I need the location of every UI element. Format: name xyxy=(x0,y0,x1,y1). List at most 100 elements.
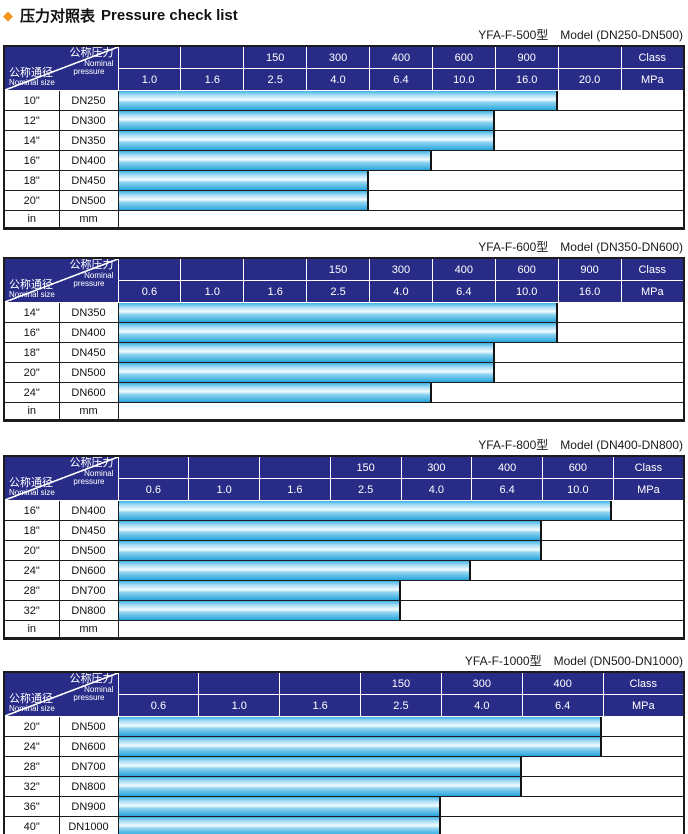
nominal-size-zh: 公称通径 xyxy=(9,693,53,706)
class-header-cell: Class xyxy=(620,257,685,281)
nominal-size-en: Nominal size xyxy=(9,488,55,498)
class-header-cell: 150 xyxy=(329,455,402,479)
nominal-size-en: Nominal size xyxy=(9,704,55,714)
class-header-cell: 600 xyxy=(542,455,614,479)
nominal-pressure-en-2: pressure xyxy=(73,692,105,702)
page-title: ◆ 压力对照表 Pressure check list xyxy=(3,4,685,26)
unit-empty-cell xyxy=(117,210,685,229)
table-header: 公称压力 Nominal pressure 公称通径 Nominal size 150 30… xyxy=(3,455,685,501)
class-header-cell xyxy=(180,45,245,69)
nominal-pressure-en-2: pressure xyxy=(73,66,105,76)
nominal-pressure-zh: 公称压力 xyxy=(69,673,114,685)
size-dn-cell: DN400 xyxy=(58,500,119,521)
pressure-range-bar xyxy=(118,191,370,210)
mpa-header-row: 1.0 1.6 2.5 4.0 6.4 10.0 16.0 20.0 MPa xyxy=(4,68,685,91)
class-header-cell: 300 xyxy=(400,455,473,479)
mpa-header-cell: 6.4 xyxy=(369,68,433,91)
pressure-range-bar xyxy=(118,717,603,736)
class-header-row: 公称压力 Nominal pressure 公称通径 Nominal size 150 30… xyxy=(3,671,685,717)
pressure-range-cell xyxy=(117,190,685,211)
class-header-cell: 150 xyxy=(306,257,370,281)
size-inch-cell: 10" xyxy=(3,90,60,111)
size-inch-cell: 20" xyxy=(3,362,60,383)
size-inch-cell: 28" xyxy=(3,580,60,601)
mpa-header-cell: 4.0 xyxy=(400,478,473,501)
size-dn-cell: DN900 xyxy=(58,796,119,817)
size-dn-cell: DN400 xyxy=(58,322,119,343)
pressure-range-cell xyxy=(117,560,685,581)
size-dn-cell: DN450 xyxy=(58,170,119,191)
nominal-pressure-en-2: pressure xyxy=(73,278,105,288)
pressure-range-bar xyxy=(118,343,495,362)
mpa-header-cell: 4.0 xyxy=(369,280,433,303)
pressure-range-cell xyxy=(117,170,685,191)
size-row: 40" DN1000 xyxy=(3,816,685,834)
section-model-label: YFA-F-1000型 xyxy=(464,654,542,668)
unit-in-cell: in xyxy=(3,210,60,229)
mpa-header-cell: 16.0 xyxy=(494,68,559,91)
mpa-header-cell: 1.6 xyxy=(279,694,362,717)
mpa-header-cell: 2.5 xyxy=(360,694,442,717)
pressure-range-cell xyxy=(117,500,685,521)
size-inch-cell: 16" xyxy=(3,150,60,171)
table-header: 公称压力 Nominal pressure 公称通径 Nominal size 150 30… xyxy=(3,671,685,717)
size-row: 14" DN350 xyxy=(3,130,685,151)
table-section: YFA-F-500型 Model (DN250-DN500) 公称压力 Nominal… xyxy=(3,28,685,230)
class-header-cell: 300 xyxy=(440,671,523,695)
class-header-cell xyxy=(259,455,331,479)
class-header-cell xyxy=(180,257,245,281)
size-inch-cell: 28" xyxy=(3,756,60,777)
nominal-pressure-en-1: Nominal xyxy=(84,684,114,694)
class-header-cell: 900 xyxy=(494,45,559,69)
size-row: 16" DN400 xyxy=(3,150,685,171)
mpa-header-cell: 16.0 xyxy=(557,280,622,303)
mpa-header-cell: 1.6 xyxy=(180,68,245,91)
mpa-header-cell: 20.0 xyxy=(557,68,622,91)
table-body: 14" DN350 16" DN400 18" DN450 20" DN500 24" DN600… xyxy=(3,302,685,421)
mpa-header-cell: 4.0 xyxy=(440,694,523,717)
section-title: YFA-F-500型 Model (DN250-DN500) xyxy=(3,28,685,43)
mpa-header-cell: 10.0 xyxy=(431,68,496,91)
size-inch-cell: 12" xyxy=(3,110,60,131)
class-header-row: 公称压力 Nominal pressure 公称通径 Nominal size 150 30… xyxy=(3,455,685,501)
size-inch-cell: 32" xyxy=(3,600,60,621)
size-row: 18" DN450 xyxy=(3,170,685,191)
mpa-header-cell: 10.0 xyxy=(542,478,614,501)
class-header-cell: 400 xyxy=(471,455,543,479)
pressure-table: 公称压力 Nominal pressure 公称通径 Nominal size 150 30… xyxy=(3,455,685,640)
class-header-cell: 400 xyxy=(431,257,496,281)
class-header-cell: 600 xyxy=(494,257,559,281)
pressure-range-cell xyxy=(117,600,685,621)
unit-row: in mm xyxy=(3,210,685,229)
pressure-range-cell xyxy=(117,110,685,131)
mpa-header-cell: 2.5 xyxy=(306,280,370,303)
size-inch-cell: 24" xyxy=(3,736,60,757)
mpa-header-cell: MPa xyxy=(602,694,685,717)
size-row: 18" DN450 xyxy=(3,520,685,541)
class-header-cell: 900 xyxy=(557,257,622,281)
pressure-table: 公称压力 Nominal pressure 公称通径 Nominal size 150 30… xyxy=(3,257,685,422)
class-header-cell: Class xyxy=(602,671,685,695)
size-row: 24" DN600 xyxy=(3,560,685,581)
class-header-cell: 150 xyxy=(243,45,308,69)
size-dn-cell: DN500 xyxy=(58,362,119,383)
class-header-cell: 400 xyxy=(369,45,433,69)
size-dn-cell: DN500 xyxy=(58,540,119,561)
pressure-range-bar xyxy=(118,111,495,130)
table-section: YFA-F-600型 Model (DN350-DN600) 公称压力 Nominal… xyxy=(3,240,685,422)
size-row: 20" DN500 xyxy=(3,190,685,211)
pressure-range-bar xyxy=(118,561,472,580)
pressure-range-bar xyxy=(118,323,558,342)
size-dn-cell: DN300 xyxy=(58,110,119,131)
unit-mm-cell: mm xyxy=(58,210,119,229)
class-header-cell: Class xyxy=(620,45,685,69)
nominal-size-zh: 公称通径 xyxy=(9,67,53,80)
nominal-size-en: Nominal size xyxy=(9,290,55,300)
size-dn-cell: DN800 xyxy=(58,776,119,797)
mpa-header-cell: 0.6 xyxy=(117,694,200,717)
pressure-range-bar xyxy=(118,581,401,600)
class-header-cell: Class xyxy=(612,455,685,479)
section-range-label: Model (DN400-DN800) xyxy=(560,438,683,452)
mpa-header-cell: MPa xyxy=(620,68,685,91)
nominal-size-zh: 公称通径 xyxy=(9,477,53,490)
